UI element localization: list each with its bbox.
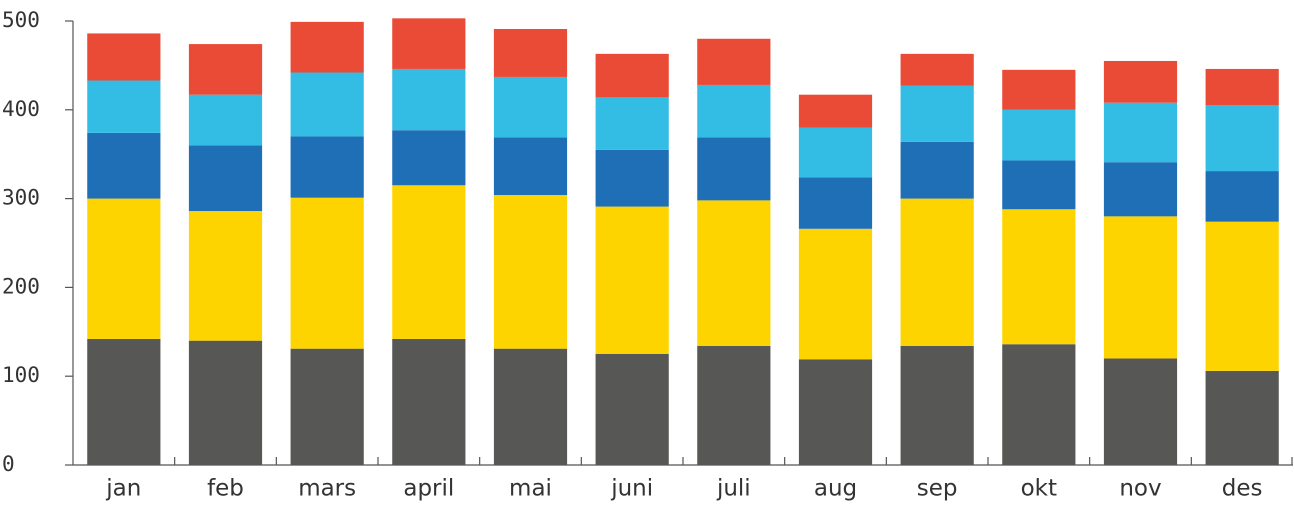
bar-segment (900, 346, 974, 465)
bar-segment (595, 53, 669, 98)
bar-segment (595, 206, 669, 354)
bar-segment (1103, 216, 1178, 359)
bar-segment (1103, 162, 1178, 217)
bar-segment (1205, 370, 1279, 465)
bar-segment (188, 44, 263, 95)
bar-segment (798, 228, 873, 360)
bar-segment (697, 38, 771, 85)
x-tick-label: april (403, 476, 454, 502)
y-tick-label: 200 (2, 274, 40, 298)
bar-segment (1002, 344, 1076, 465)
bar-segment (87, 80, 161, 133)
y-tick-label: 0 (2, 452, 15, 476)
bar-segment (290, 72, 364, 137)
bar-segment (900, 85, 974, 142)
bar-segment (595, 97, 669, 150)
y-tick-label: 500 (2, 8, 40, 32)
x-tick-label: aug (814, 476, 857, 502)
bar-segment (87, 338, 161, 465)
x-tick-label: okt (1021, 476, 1057, 502)
x-tick-label: sep (917, 476, 958, 502)
bar-segment (493, 195, 568, 349)
bar-segment (1002, 209, 1076, 345)
bar-segment (1103, 358, 1178, 465)
x-tick-label: feb (207, 476, 244, 502)
bar-segment (493, 76, 568, 138)
x-tick-label: juni (610, 476, 653, 502)
bar-segment (493, 28, 568, 77)
bar-segment (1205, 171, 1279, 222)
bar-segment (900, 198, 974, 347)
bar-segment (697, 84, 771, 138)
bar-segment (188, 145, 263, 212)
x-tick-label: des (1222, 476, 1263, 502)
bar-segment (188, 94, 263, 146)
x-tick-label: jan (105, 476, 141, 502)
bar-segment (87, 33, 161, 81)
bar-segment (697, 200, 771, 347)
bar-segment (1002, 160, 1076, 210)
bar-segment (392, 338, 466, 465)
bar-segment (493, 348, 568, 465)
bar-segment (87, 132, 161, 199)
bar-segment (290, 348, 364, 465)
bar-segment (290, 21, 364, 73)
bar-segment (493, 137, 568, 196)
bar-segment (1103, 102, 1178, 163)
bar-segment (392, 18, 466, 69)
y-tick-label: 100 (2, 363, 40, 387)
bar-segment (798, 127, 873, 178)
bar-segment (392, 185, 466, 339)
x-tick-label: juli (716, 476, 751, 502)
bar-segment (697, 137, 771, 201)
bar-segment (900, 53, 974, 86)
y-tick-label: 400 (2, 97, 40, 121)
bar-segment (798, 359, 873, 465)
x-tick-label: mai (509, 476, 552, 502)
bar-segment (595, 354, 669, 465)
x-tick-label: mars (298, 476, 356, 502)
bar-segment (392, 68, 466, 131)
x-tick-label: nov (1119, 476, 1161, 502)
bar-segment (87, 198, 161, 339)
bar-segment (188, 211, 263, 341)
bar-segment (697, 346, 771, 465)
bar-segment (1002, 69, 1076, 110)
y-tick-label: 300 (2, 186, 40, 210)
bar-segment (188, 340, 263, 465)
bar-segment (798, 94, 873, 128)
bar-segment (1205, 68, 1279, 106)
bar-segment (290, 197, 364, 349)
bar-segment (392, 130, 466, 186)
bar-segment (1103, 60, 1178, 103)
bar-segment (900, 141, 974, 199)
bar-segment (798, 177, 873, 229)
bar-segment (1002, 109, 1076, 161)
bar-segment (1205, 221, 1279, 371)
bar-segment (595, 149, 669, 207)
bar-segment (290, 136, 364, 198)
bar-segment (1205, 105, 1279, 172)
